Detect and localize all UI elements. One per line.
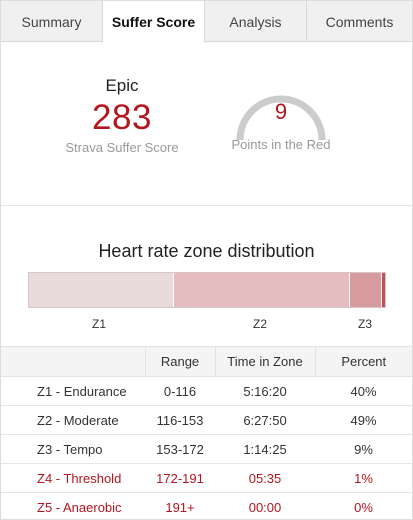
tab-analysis[interactable]: Analysis [205,1,307,42]
zone-label-z3: Z3 [358,317,373,331]
zone-name: Z3 - Tempo [1,434,145,464]
tab-suffer-score[interactable]: Suffer Score [103,1,205,43]
zone-percent: 9% [315,434,412,464]
zone-percent: 40% [315,376,412,406]
zone-time: 5:16:20 [215,376,315,406]
table-row: Z3 - Tempo 153-172 1:14:25 9% [1,434,412,464]
table-row: Z2 - Moderate 116-153 6:27:50 49% [1,405,412,435]
points-in-red-gauge [236,95,326,141]
tab-summary[interactable]: Summary [1,1,103,42]
gauge-arc [236,95,326,141]
zone-time: 1:14:25 [215,434,315,464]
zone-time: 6:27:50 [215,405,315,435]
zone-percent: 1% [315,463,412,493]
points-in-red-label: Points in the Red [231,137,331,152]
zone-segment-z1 [29,273,173,307]
zone-time: 00:00 [215,492,315,520]
zone-range: 172-191 [145,463,215,493]
zone-name: Z5 - Anaerobic [1,492,145,520]
zone-percent: 0% [315,492,412,520]
suffer-score-summary: Epic 283 Strava Suffer Score 9 Points in… [1,43,412,205]
suffer-score-value: 283 [92,98,152,137]
zones-table: Range Time in Zone Percent Z1 - Enduranc… [1,346,412,520]
zone-range: 116-153 [145,405,215,435]
table-row: Z4 - Threshold 172-191 05:35 1% [1,463,412,493]
tab-bar: Summary Suffer Score Analysis Comments [1,1,412,43]
zone-segment-z3 [349,273,382,307]
suffer-score-label: Strava Suffer Score [65,140,179,155]
zone-range: 0-116 [145,376,215,406]
zone-segment-z2 [172,273,350,307]
distribution-title: Heart rate zone distribution [98,241,315,261]
header-range: Range [144,346,215,377]
zone-label-z1: Z1 [92,317,107,331]
table-row: Z1 - Endurance 0-116 5:16:20 40% [1,376,412,406]
section-divider [1,205,412,206]
zone-distribution-bar [28,272,386,308]
zone-range: 191+ [145,492,215,520]
table-row: Z5 - Anaerobic 191+ 00:00 0% [1,492,412,520]
zone-percent: 49% [315,405,412,435]
zone-name: Z2 - Moderate [1,405,145,435]
zone-name: Z4 - Threshold [1,463,145,493]
effort-rating: Epic [105,76,139,95]
zone-range: 153-172 [145,434,215,464]
table-header-row: Range Time in Zone Percent [1,346,412,377]
zone-segment-z4 [381,273,385,307]
header-zone [1,346,145,377]
points-in-red-value: 9 [274,99,288,124]
tab-comments[interactable]: Comments [325,13,394,30]
zone-name: Z1 - Endurance [1,376,145,406]
zone-time: 05:35 [215,463,315,493]
header-time-in-zone: Time in Zone [214,346,315,377]
header-percent: Percent [314,346,412,377]
zone-label-z2: Z2 [253,317,268,331]
